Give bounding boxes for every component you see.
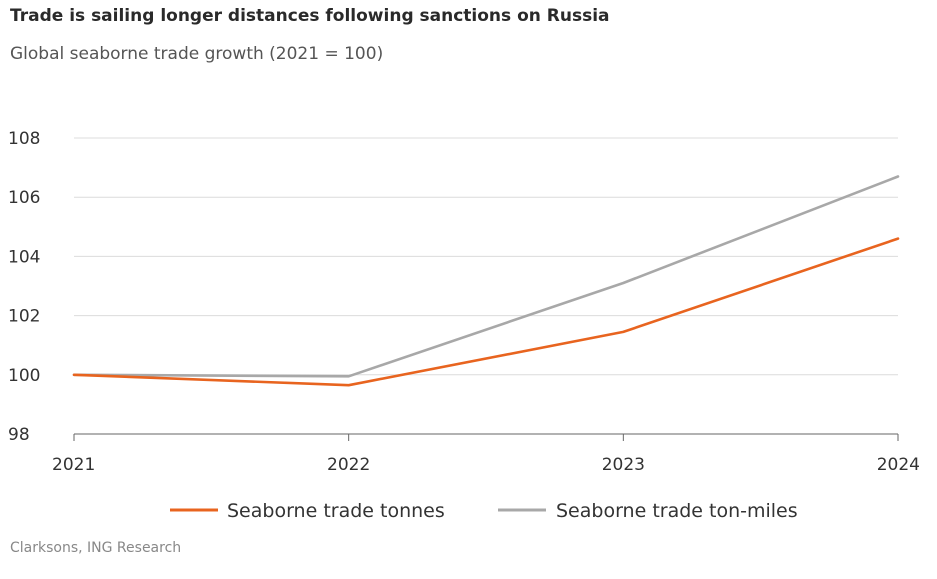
x-axis — [73, 433, 899, 441]
series-lines — [72, 175, 900, 387]
y-axis-tick-labels: 108 106 104 102 100 98 — [8, 129, 40, 445]
series-line-tonnes — [72, 237, 900, 387]
y-tick-label: 108 — [8, 129, 40, 149]
y-tick-label: 98 — [8, 425, 30, 445]
legend-label: Seaborne trade tonnes — [227, 500, 445, 522]
x-tick-label: 2023 — [602, 455, 645, 475]
gridlines — [74, 137, 898, 376]
series-line-ton-miles — [72, 175, 900, 378]
x-tick-label: 2022 — [327, 455, 370, 475]
x-tick-label: 2024 — [877, 455, 920, 475]
x-axis-tick-labels: 2021 2022 2023 2024 — [52, 455, 920, 475]
legend: Seaborne trade tonnes Seaborne trade ton-… — [170, 500, 798, 522]
y-tick-label: 104 — [8, 247, 40, 267]
legend-label: Seaborne trade ton-miles — [556, 500, 798, 522]
source-note: Clarksons, ING Research — [10, 540, 182, 556]
x-tick-label: 2021 — [52, 455, 95, 475]
chart-title: Trade is sailing longer distances follow… — [10, 6, 610, 26]
y-tick-label: 106 — [8, 188, 40, 208]
y-tick-label: 100 — [8, 366, 40, 386]
y-tick-label: 102 — [8, 307, 40, 327]
chart-subtitle: Global seaborne trade growth (2021 = 100… — [10, 44, 384, 64]
